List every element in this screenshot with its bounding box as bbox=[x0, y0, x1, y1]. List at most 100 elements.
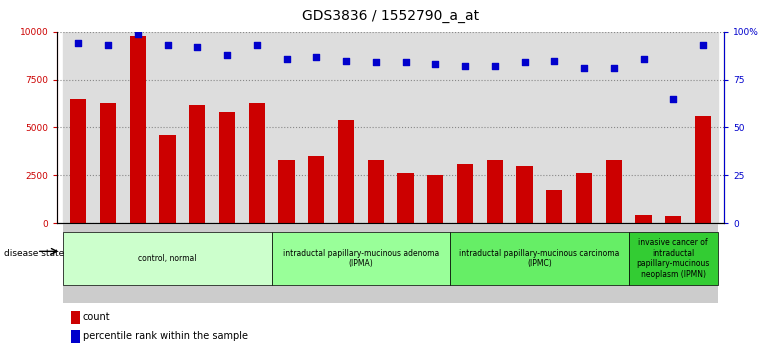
Point bbox=[310, 54, 322, 59]
Bar bbox=[635, 215, 652, 223]
Bar bbox=[123, 223, 152, 303]
Bar bbox=[301, 32, 331, 223]
Bar bbox=[152, 32, 182, 223]
Point bbox=[370, 59, 382, 65]
Bar bbox=[361, 32, 391, 223]
Point bbox=[637, 56, 650, 62]
Bar bbox=[361, 223, 391, 303]
Bar bbox=[480, 32, 509, 223]
Bar bbox=[331, 32, 361, 223]
Bar bbox=[688, 32, 718, 223]
Bar bbox=[576, 173, 592, 223]
Point bbox=[250, 42, 263, 48]
Bar bbox=[391, 32, 421, 223]
Bar bbox=[129, 36, 146, 223]
Point bbox=[459, 63, 471, 69]
Bar bbox=[301, 223, 331, 303]
Point bbox=[132, 31, 144, 36]
Point bbox=[221, 52, 233, 58]
Bar bbox=[688, 223, 718, 303]
Text: percentile rank within the sample: percentile rank within the sample bbox=[83, 331, 247, 341]
Bar bbox=[182, 223, 212, 303]
Bar bbox=[64, 232, 272, 285]
Text: invasive cancer of
intraductal
papillary-mucinous
neoplasm (IPMN): invasive cancer of intraductal papillary… bbox=[637, 238, 710, 279]
Bar bbox=[665, 216, 682, 223]
Bar bbox=[182, 32, 212, 223]
Bar bbox=[64, 32, 93, 223]
Text: count: count bbox=[83, 312, 110, 322]
Bar bbox=[450, 32, 480, 223]
Bar bbox=[242, 223, 272, 303]
Bar bbox=[539, 223, 569, 303]
Bar bbox=[695, 116, 711, 223]
Bar bbox=[421, 32, 450, 223]
Bar bbox=[100, 103, 116, 223]
Bar bbox=[546, 190, 562, 223]
Bar bbox=[70, 311, 80, 324]
Point bbox=[102, 42, 114, 48]
Bar bbox=[569, 223, 599, 303]
Point bbox=[429, 62, 441, 67]
Bar bbox=[599, 32, 629, 223]
Bar bbox=[93, 32, 123, 223]
Bar bbox=[70, 99, 87, 223]
Bar bbox=[272, 232, 450, 285]
Bar bbox=[123, 32, 152, 223]
Point bbox=[519, 59, 531, 65]
Bar bbox=[398, 173, 414, 223]
Point bbox=[340, 58, 352, 63]
Bar bbox=[189, 104, 205, 223]
Bar bbox=[659, 32, 688, 223]
Point bbox=[162, 42, 174, 48]
Bar bbox=[427, 175, 444, 223]
Bar bbox=[450, 223, 480, 303]
Bar bbox=[629, 223, 659, 303]
Bar bbox=[64, 223, 93, 303]
Bar bbox=[457, 164, 473, 223]
Bar bbox=[659, 223, 688, 303]
Bar bbox=[606, 160, 622, 223]
Bar bbox=[539, 32, 569, 223]
Bar bbox=[509, 32, 539, 223]
Bar bbox=[569, 32, 599, 223]
Bar bbox=[212, 32, 242, 223]
Bar bbox=[599, 223, 629, 303]
Point bbox=[667, 96, 679, 102]
Bar bbox=[450, 232, 629, 285]
Bar bbox=[272, 223, 301, 303]
Text: disease state: disease state bbox=[4, 249, 64, 258]
Point bbox=[72, 40, 84, 46]
Point bbox=[607, 65, 620, 71]
Point bbox=[489, 63, 501, 69]
Bar bbox=[629, 232, 718, 285]
Bar bbox=[391, 223, 421, 303]
Bar bbox=[331, 223, 361, 303]
Bar bbox=[242, 32, 272, 223]
Bar bbox=[629, 32, 659, 223]
Bar bbox=[308, 156, 325, 223]
Point bbox=[280, 56, 293, 62]
Point bbox=[548, 58, 561, 63]
Bar bbox=[70, 330, 80, 343]
Bar bbox=[152, 223, 182, 303]
Text: intraductal papillary-mucinous carcinoma
(IPMC): intraductal papillary-mucinous carcinoma… bbox=[460, 249, 620, 268]
Bar bbox=[516, 166, 532, 223]
Point bbox=[192, 44, 204, 50]
Bar bbox=[278, 160, 295, 223]
Bar bbox=[509, 223, 539, 303]
Text: intraductal papillary-mucinous adenoma
(IPMA): intraductal papillary-mucinous adenoma (… bbox=[283, 249, 439, 268]
Bar bbox=[272, 32, 301, 223]
Text: control, normal: control, normal bbox=[139, 254, 197, 263]
Point bbox=[697, 42, 709, 48]
Bar bbox=[421, 223, 450, 303]
Bar bbox=[249, 103, 265, 223]
Bar bbox=[212, 223, 242, 303]
Bar bbox=[338, 120, 354, 223]
Bar bbox=[93, 223, 123, 303]
Text: GDS3836 / 1552790_a_at: GDS3836 / 1552790_a_at bbox=[302, 9, 480, 23]
Bar bbox=[368, 160, 384, 223]
Bar bbox=[486, 160, 503, 223]
Bar bbox=[219, 112, 235, 223]
Point bbox=[399, 59, 411, 65]
Bar bbox=[480, 223, 509, 303]
